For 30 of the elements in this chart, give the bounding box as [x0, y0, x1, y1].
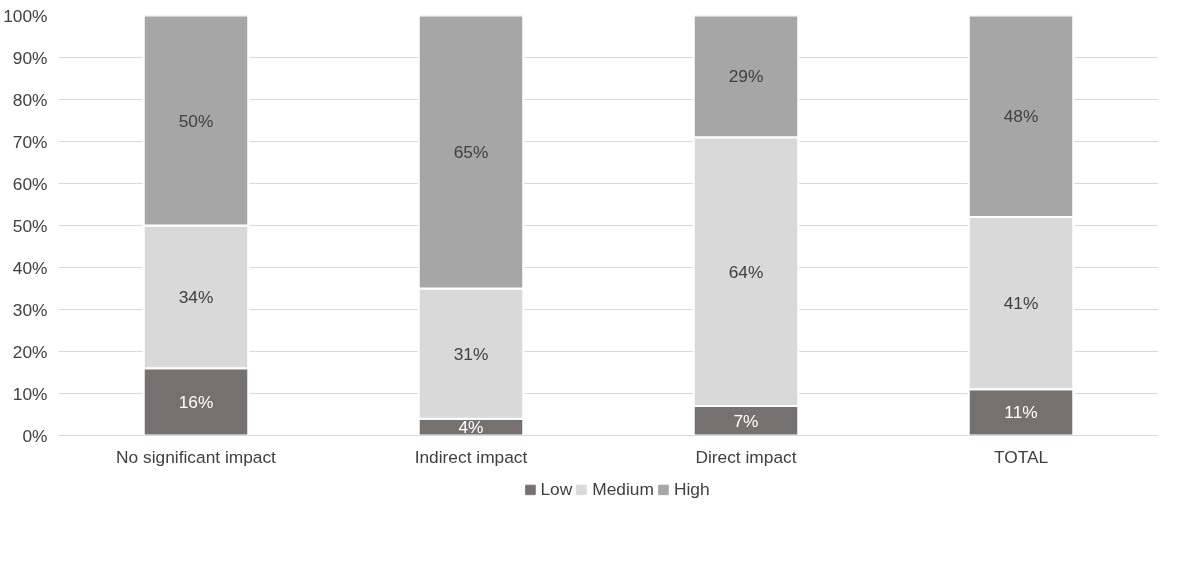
data-label: 50%	[178, 110, 214, 131]
data-label: 29%	[728, 66, 764, 87]
data-label: 16%	[178, 391, 214, 412]
data-label: 34%	[178, 286, 214, 307]
data-label: 11%	[1004, 402, 1038, 423]
y-tick-label: 0%	[22, 425, 48, 446]
legend-label: High	[673, 478, 710, 500]
y-tick-label: 100%	[3, 5, 48, 26]
x-tick-label: No significant impact	[116, 446, 277, 467]
y-tick-label: 70%	[12, 131, 48, 152]
data-label: 7%	[733, 410, 759, 431]
y-tick-label: 90%	[12, 47, 48, 68]
y-tick-label: 40%	[12, 257, 48, 278]
data-label: 64%	[728, 261, 764, 282]
y-tick-label: 30%	[12, 299, 48, 320]
y-tick-label: 50%	[12, 215, 48, 236]
data-label: 31%	[453, 343, 489, 364]
data-label: 65%	[453, 142, 489, 162]
data-label: 48%	[1003, 106, 1039, 127]
x-tick-label: Direct impact	[695, 446, 797, 467]
legend-label: Medium	[592, 478, 654, 500]
y-tick-label: 80%	[12, 89, 48, 110]
data-label: 4%	[458, 417, 484, 438]
data-label: 41%	[1003, 293, 1039, 314]
y-tick-label: 20%	[12, 341, 48, 362]
x-tick-label: TOTAL	[993, 446, 1049, 467]
y-tick-label: 60%	[12, 173, 48, 194]
x-tick-label: Indirect impact	[414, 446, 528, 467]
y-tick-label: 10%	[12, 383, 48, 404]
legend-label: Low	[540, 478, 573, 500]
